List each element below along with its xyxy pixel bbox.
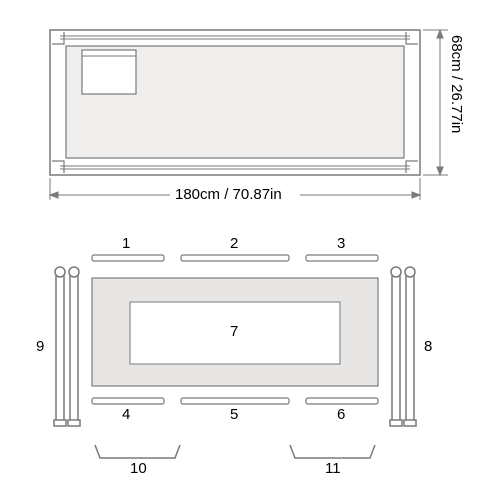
part-label-9: 9: [36, 338, 44, 355]
height-dimension-label: 68cm / 26.77in: [448, 35, 465, 133]
part-label-5: 5: [230, 406, 238, 423]
height-dimension: [423, 30, 448, 175]
part-label-1: 1: [122, 235, 130, 252]
diagram-canvas: [0, 0, 500, 500]
part-label-8: 8: [424, 338, 432, 355]
assembled-view: [50, 30, 420, 175]
width-dimension-label: 180cm / 70.87in: [175, 186, 282, 203]
part-label-4: 4: [122, 406, 130, 423]
part-label-6: 6: [337, 406, 345, 423]
part-label-2: 2: [230, 235, 238, 252]
part-label-11: 11: [325, 460, 341, 477]
part-label-7: 7: [230, 323, 238, 340]
exploded-view: [54, 255, 416, 458]
part-label-10: 10: [130, 460, 147, 477]
part-label-3: 3: [337, 235, 345, 252]
